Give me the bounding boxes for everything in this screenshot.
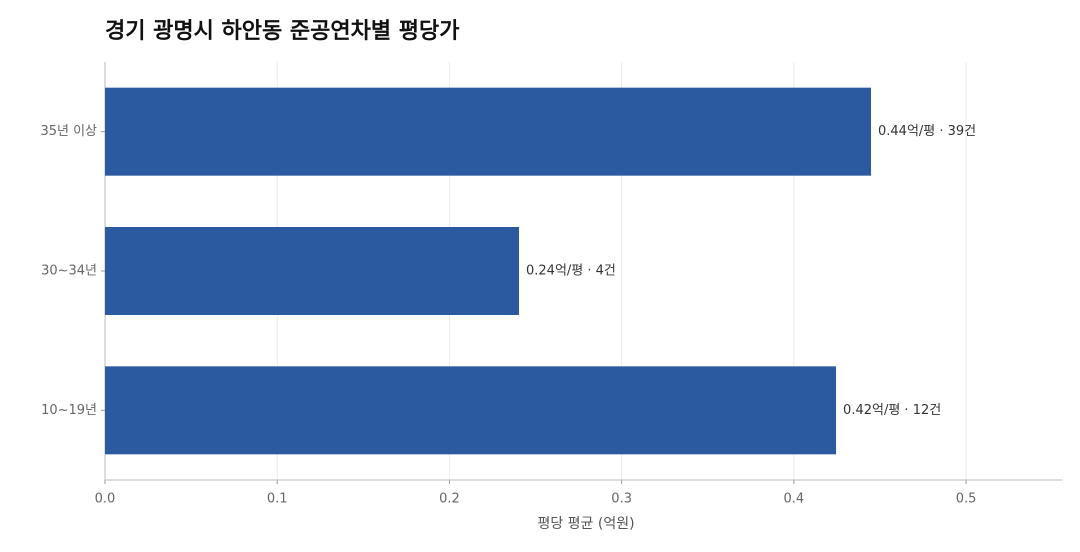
y-tick-label: 35년 이상 [40, 124, 97, 139]
value-label: 0.42억/평 · 12건 [843, 403, 941, 418]
x-tick-label: 0.0 [95, 492, 116, 507]
x-tick-label: 0.5 [956, 492, 977, 507]
bar [105, 227, 520, 315]
bar [105, 87, 872, 176]
x-tick-label: 0.3 [611, 492, 632, 507]
value-label: 0.44억/평 · 39건 [878, 124, 976, 139]
x-tick-label: 0.1 [267, 492, 288, 507]
y-tick-label: 10~19년 [41, 403, 97, 418]
chart-title: 경기 광명시 하안동 준공연차별 평당가 [105, 19, 459, 44]
x-tick-label: 0.4 [784, 492, 805, 507]
y-tick-label: 30~34년 [41, 264, 97, 279]
x-axis-title: 평당 평균 (억원) [537, 516, 634, 532]
x-tick-label: 0.2 [439, 492, 460, 507]
value-label: 0.24억/평 · 4건 [526, 264, 616, 279]
bar [105, 366, 837, 455]
